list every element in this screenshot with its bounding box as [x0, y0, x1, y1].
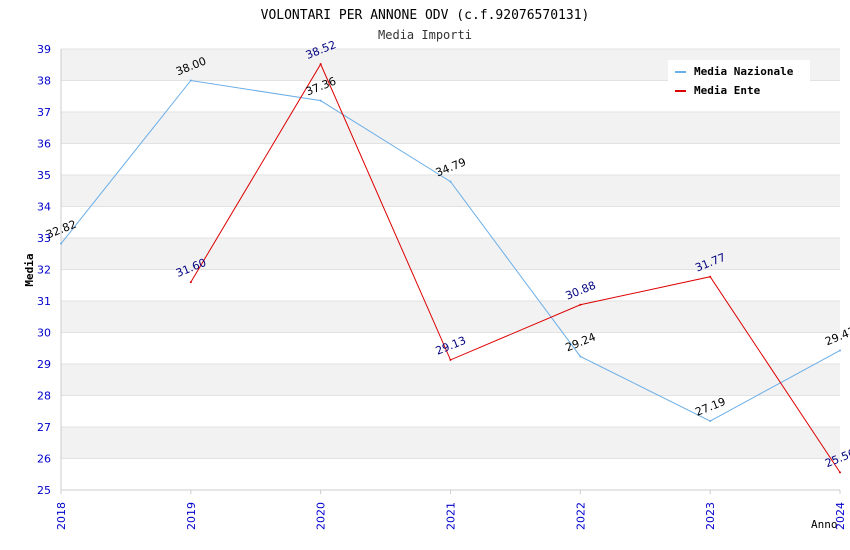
y-tick-label-28: 28 [37, 390, 51, 403]
y-tick-label-39: 39 [37, 43, 51, 56]
data-label-media-ente-2021: 29.13 [434, 334, 468, 358]
data-point-media-ente-2023 [709, 275, 712, 278]
chart-subtitle: Media Importi [378, 28, 472, 42]
chart-title: VOLONTARI PER ANNONE ODV (c.f.9207657013… [261, 8, 590, 23]
y-tick-label-29: 29 [37, 358, 51, 371]
x-axis-title: Anno [811, 518, 838, 531]
series-line-media-ente [190, 63, 841, 473]
data-point-media-nazionale-2020 [319, 99, 322, 102]
y-tick-label-37: 37 [37, 106, 51, 119]
x-tick-label-2021: 2021 [445, 502, 458, 530]
x-tick-labels: 2018 2019 2020 2021 2022 2023 2024 [55, 502, 847, 530]
axes [60, 49, 841, 494]
data-point-media-ente-2019 [189, 281, 192, 284]
data-point-media-nazionale-2019 [189, 79, 192, 82]
data-point-media-ente-2022 [579, 303, 582, 306]
data-point-media-nazionale-2018 [60, 242, 62, 245]
x-tick-label-2018: 2018 [55, 502, 68, 530]
y-tick-label-31: 31 [37, 295, 51, 308]
x-tick-label-2019: 2019 [185, 502, 198, 530]
y-tick-label-35: 35 [37, 169, 51, 182]
data-label-media-nazionale-2022: 29.24 [564, 330, 598, 354]
y-tick-label-38: 38 [37, 75, 51, 88]
y-axis-title: Media [23, 253, 36, 286]
x-tick-label-2024: 2024 [834, 502, 847, 530]
y-tick-label-27: 27 [37, 421, 51, 434]
x-tick-label-2023: 2023 [704, 502, 717, 530]
series-lines [60, 63, 841, 474]
grid-band [61, 427, 840, 459]
legend-label-media-nazionale: Media Nazionale [694, 65, 794, 78]
data-point-media-nazionale-2021 [449, 180, 452, 183]
legend-box [668, 60, 810, 102]
data-point-media-nazionale-2024 [839, 349, 841, 352]
data-label-media-nazionale-2023: 27.19 [693, 395, 727, 419]
data-point-media-nazionale-2022 [579, 355, 582, 358]
y-tick-label-34: 34 [37, 201, 51, 214]
grid-bands [61, 49, 840, 459]
grid-band [61, 112, 840, 144]
y-tick-labels: 25 26 27 28 29 30 31 32 33 34 35 36 37 38 39 [37, 43, 51, 497]
data-point-media-nazionale-2023 [709, 420, 712, 423]
y-tick-label-30: 30 [37, 327, 51, 340]
data-point-media-ente-2020 [319, 63, 322, 66]
y-tick-label-36: 36 [37, 138, 51, 151]
grid-band [61, 175, 840, 207]
legend-label-media-ente: Media Ente [694, 84, 761, 97]
grid-band [61, 364, 840, 396]
x-tick-label-2020: 2020 [315, 502, 328, 530]
y-tick-label-26: 26 [37, 453, 51, 466]
grid-band [61, 301, 840, 333]
legend: Media Nazionale Media Ente [668, 60, 810, 102]
y-tick-label-32: 32 [37, 264, 51, 277]
data-label-media-ente-2022: 30.88 [564, 279, 598, 303]
data-point-media-ente-2021 [449, 358, 452, 361]
data-point-media-ente-2024 [839, 471, 841, 474]
y-tick-label-33: 33 [37, 232, 51, 245]
x-tick-label-2022: 2022 [574, 502, 587, 530]
grid-band [61, 238, 840, 270]
y-tick-label-25: 25 [37, 484, 51, 497]
